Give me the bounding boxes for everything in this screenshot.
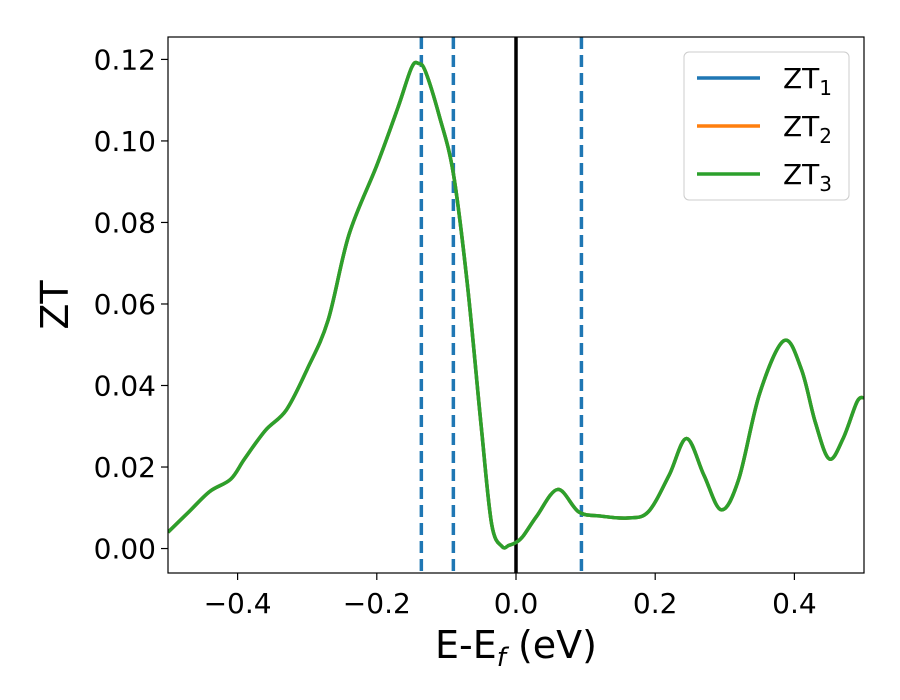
y-tick-label: 0.06 — [94, 288, 156, 321]
legend-label: ZT1 — [783, 62, 832, 100]
legend: ZT1 ZT2 ZT3 — [683, 51, 850, 201]
x-axis-label-unit: (eV) — [506, 623, 597, 667]
legend-box — [683, 51, 850, 201]
y-tick-label: 0.08 — [94, 206, 156, 239]
legend-label: ZT3 — [783, 158, 832, 196]
y-tick-label: 0.00 — [94, 533, 156, 566]
series-lines — [168, 60, 864, 550]
legend-label: ZT2 — [783, 110, 832, 148]
x-axis-label-main: E-E — [435, 623, 497, 667]
y-tick-label: 0.02 — [94, 451, 156, 484]
y-tick-label: 0.04 — [94, 370, 156, 403]
series-line-zt3 — [168, 60, 864, 550]
y-tick-label: 0.12 — [94, 43, 156, 76]
x-tick-label: 0.2 — [633, 587, 678, 620]
y-ticks: 0.00 0.02 0.04 0.06 0.08 0.10 0.12 — [94, 43, 168, 566]
x-tick-label: −0.2 — [343, 587, 411, 620]
y-axis-label: ZT — [33, 280, 77, 330]
x-ticks: −0.4 −0.2 0.0 0.2 0.4 — [204, 573, 817, 620]
x-tick-label: 0.4 — [772, 587, 817, 620]
x-axis-label: E-Ef (eV) — [435, 623, 597, 673]
y-tick-label: 0.10 — [94, 125, 156, 158]
vertical-lines — [419, 37, 584, 573]
x-tick-label: −0.4 — [204, 587, 272, 620]
x-tick-label: 0.0 — [494, 587, 539, 620]
